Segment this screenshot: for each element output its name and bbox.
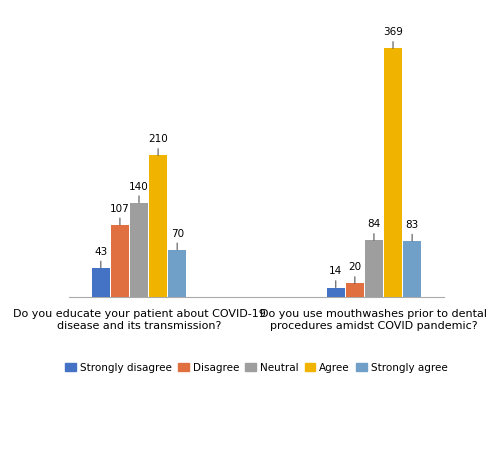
Bar — [168, 250, 186, 297]
Text: 210: 210 — [148, 134, 168, 156]
Text: 43: 43 — [94, 246, 108, 269]
Text: 70: 70 — [170, 228, 183, 250]
Bar — [384, 49, 402, 297]
Bar — [111, 225, 129, 297]
Bar — [130, 203, 148, 297]
Text: 369: 369 — [383, 27, 403, 49]
Legend: Strongly disagree, Disagree, Neutral, Agree, Strongly agree: Strongly disagree, Disagree, Neutral, Ag… — [61, 358, 452, 377]
Bar — [346, 284, 364, 297]
Text: 84: 84 — [368, 219, 380, 241]
Text: 83: 83 — [406, 219, 418, 241]
Bar — [327, 288, 344, 297]
Text: 107: 107 — [110, 203, 130, 225]
Text: 140: 140 — [129, 181, 149, 203]
Text: 14: 14 — [329, 266, 342, 288]
Bar — [149, 156, 167, 297]
Bar — [92, 269, 110, 297]
Bar — [403, 241, 421, 297]
Text: 20: 20 — [348, 262, 362, 284]
Bar — [365, 241, 383, 297]
